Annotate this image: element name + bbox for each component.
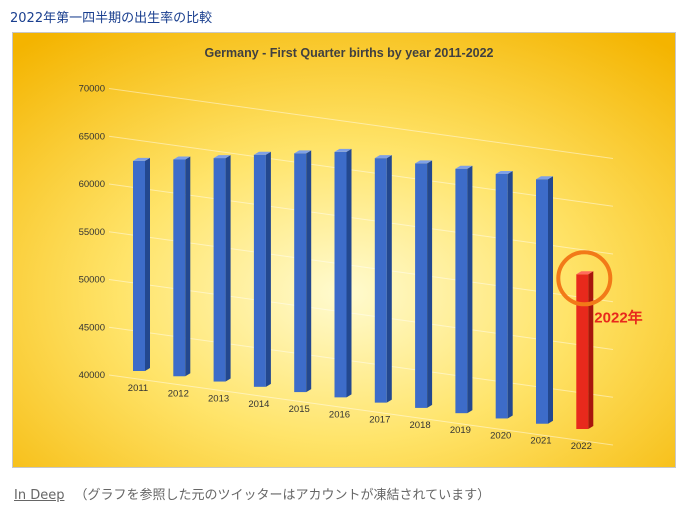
bar-side: [185, 156, 191, 377]
bar-front: [294, 153, 307, 393]
grid-line: [108, 183, 614, 255]
bar-2022: [576, 271, 594, 429]
bar-2015: [294, 150, 312, 393]
bar-top: [495, 170, 513, 174]
bar-side: [265, 151, 271, 387]
bar-side: [588, 271, 594, 429]
bar-2018: [415, 160, 433, 408]
chart-frame: Germany - First Quarter births by year 2…: [12, 32, 676, 468]
source-link[interactable]: In Deep: [14, 488, 65, 503]
highlight-circle: [556, 250, 613, 307]
bar-2011: [133, 157, 150, 371]
bar-front: [334, 151, 347, 398]
bar-front: [253, 154, 266, 387]
x-tick-label: 2022: [571, 441, 592, 452]
bar-top: [294, 150, 312, 154]
bar-2013: [213, 155, 231, 382]
x-tick-label: 2021: [530, 436, 551, 447]
bar-top: [455, 165, 473, 169]
bar-2016: [334, 148, 352, 398]
grid-line: [108, 374, 614, 446]
x-tick-label: 2016: [329, 409, 350, 420]
y-tick-label: 50000: [79, 275, 105, 286]
y-axis-ticks: 40000 45000 50000 55000 60000 65000 70000: [79, 84, 105, 382]
grid-line: [108, 326, 614, 398]
bar-front: [374, 158, 387, 403]
bar-top: [253, 151, 271, 155]
bars: [133, 148, 594, 429]
bar-side: [306, 150, 312, 393]
bar-top: [374, 155, 392, 159]
grid-line: [108, 88, 614, 159]
x-tick-label: 2015: [289, 404, 310, 415]
bar-2021: [536, 176, 553, 424]
grid-line: [108, 231, 614, 303]
births-bar-chart: Germany - First Quarter births by year 2…: [13, 33, 675, 467]
bar-2017: [374, 155, 392, 403]
bar-top: [415, 160, 433, 164]
bar-top: [173, 156, 191, 160]
bar-side: [507, 170, 513, 419]
y-tick-label: 70000: [79, 84, 105, 95]
bar-top: [334, 148, 352, 152]
bar-top: [536, 176, 553, 180]
x-tick-label: 2014: [248, 399, 269, 410]
bar-front: [495, 173, 508, 419]
y-tick-label: 45000: [79, 322, 105, 333]
bar-2014: [253, 151, 271, 387]
x-tick-label: 2012: [168, 388, 189, 399]
bar-top: [213, 155, 231, 159]
bar-front: [173, 159, 186, 377]
x-tick-label: 2011: [128, 383, 148, 394]
bar-front: [415, 163, 428, 408]
highlight-annotation: 2022年: [594, 308, 642, 326]
bar-side: [145, 157, 150, 371]
bar-side: [427, 160, 433, 408]
bar-2020: [495, 170, 513, 419]
x-tick-label: 2018: [410, 420, 431, 431]
bar-front: [536, 179, 548, 424]
bar-front: [455, 168, 468, 414]
chart-title: Germany - First Quarter births by year 2…: [204, 46, 493, 60]
bar-2012: [173, 156, 191, 377]
source-caption: In Deep （グラフを参照した元のツイッターはアカウントが凍結されています）: [14, 484, 490, 503]
grid-line: [108, 135, 614, 207]
x-tick-label: 2017: [369, 415, 390, 426]
bar-front: [133, 160, 145, 371]
bar-side: [467, 165, 473, 414]
bar-front: [576, 274, 589, 429]
bar-front: [213, 158, 226, 382]
bar-top: [133, 157, 150, 161]
x-tick-label: 2013: [208, 394, 229, 405]
y-tick-label: 60000: [79, 179, 105, 190]
bar-side: [386, 155, 392, 403]
y-tick-label: 65000: [79, 131, 105, 142]
x-tick-label: 2020: [490, 430, 511, 441]
y-tick-label: 40000: [79, 370, 105, 381]
y-tick-label: 55000: [79, 227, 105, 238]
bar-top: [576, 271, 594, 275]
bar-side: [225, 155, 231, 382]
source-note: （グラフを参照した元のツイッターはアカウントが凍結されています）: [74, 488, 491, 503]
bar-2019: [455, 165, 473, 414]
figure-caption: 2022年第一四半期の出生率の比較: [10, 11, 213, 26]
x-tick-label: 2019: [450, 425, 471, 436]
grid-lines: [108, 88, 614, 446]
grid-line: [108, 279, 614, 350]
bar-side: [346, 148, 352, 398]
x-axis-ticks: 2011 2012 2013 2014 2015 2016 2017 2018 2019 2020…: [128, 383, 592, 452]
bar-side: [548, 176, 553, 424]
